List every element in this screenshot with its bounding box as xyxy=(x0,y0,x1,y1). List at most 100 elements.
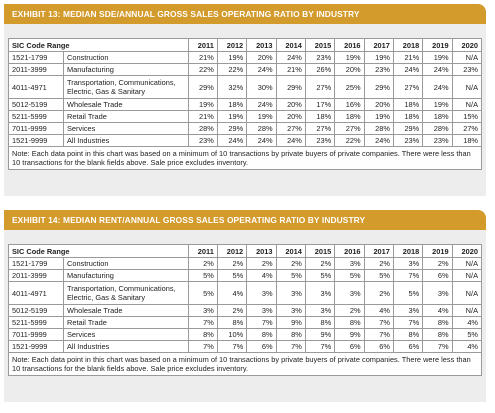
year-header: 2011 xyxy=(188,244,218,258)
year-header: 2012 xyxy=(216,38,248,52)
value-cell: 22% xyxy=(216,63,248,76)
value-cell: 32% xyxy=(216,75,248,99)
value-cell: 6% xyxy=(334,340,365,353)
value-cell: 2% xyxy=(334,304,365,317)
value-cell: 23% xyxy=(422,134,453,147)
sic-code-cell: 7011-9999 xyxy=(8,122,64,135)
value-cell: 24% xyxy=(392,63,424,76)
value-cell: 3% xyxy=(392,257,424,270)
year-header: 2014 xyxy=(275,244,306,258)
table-note: Note: Each data point in this chart was … xyxy=(8,352,482,376)
industry-cell: Manufacturing xyxy=(63,269,189,282)
table-row: 5211-5999 Retail Trade 21% 19% 19% 20% 18% 18% 1… xyxy=(8,110,483,123)
value-cell: 3% xyxy=(275,281,306,305)
value-cell: 6% xyxy=(422,269,453,282)
value-cell: 3% xyxy=(246,281,277,305)
value-cell: 23% xyxy=(304,134,336,147)
value-cell: 18% xyxy=(422,110,453,123)
value-cell: 5% xyxy=(304,269,336,282)
value-cell: 20% xyxy=(246,51,277,64)
sic-code-cell: 5012-5199 xyxy=(8,98,64,111)
year-header: 2017 xyxy=(363,244,394,258)
value-cell: 23% xyxy=(451,63,483,76)
value-cell: 15% xyxy=(451,110,483,123)
value-cell: N/A xyxy=(451,281,483,305)
value-cell: 7% xyxy=(422,340,453,353)
value-cell: 3% xyxy=(275,304,306,317)
value-cell: 19% xyxy=(422,51,453,64)
sic-code-cell: 1521-9999 xyxy=(8,340,64,353)
year-header: 2014 xyxy=(275,38,306,52)
industry-cell: All Industries xyxy=(63,134,189,147)
value-cell: 24% xyxy=(422,63,453,76)
year-header: 2019 xyxy=(422,244,453,258)
value-cell: 3% xyxy=(392,304,424,317)
value-cell: 30% xyxy=(246,75,277,99)
year-header: 2011 xyxy=(188,38,218,52)
sic-code-cell: 2011-3999 xyxy=(8,63,64,76)
value-cell: 27% xyxy=(304,122,336,135)
table-row: 5012-5199 Wholesale Trade 19% 18% 24% 20% 17% 1… xyxy=(8,98,483,111)
table-row: 1521-9999 All Industries 23% 24% 24% 24% 23% 22… xyxy=(8,134,483,147)
value-cell: 18% xyxy=(451,134,483,147)
value-cell: 21% xyxy=(188,51,218,64)
value-cell: 8% xyxy=(246,328,277,341)
value-cell: 23% xyxy=(188,134,218,147)
value-cell: 24% xyxy=(216,134,248,147)
value-cell: 22% xyxy=(188,63,218,76)
value-cell: 28% xyxy=(246,122,277,135)
value-cell: 24% xyxy=(246,98,277,111)
value-cell: 7% xyxy=(392,269,424,282)
value-cell: 9% xyxy=(334,328,365,341)
value-cell: 19% xyxy=(422,98,453,111)
exhibit-14: EXHIBIT 14: MEDIAN RENT/ANNUAL GROSS SAL… xyxy=(4,210,486,402)
sic-code-range-header: SIC Code Range xyxy=(8,38,189,52)
value-cell: 5% xyxy=(216,269,248,282)
value-cell: 24% xyxy=(363,134,394,147)
year-header: 2019 xyxy=(422,38,453,52)
table-row: 7011-9999 Services 28% 29% 28% 27% 27% 27% 28% 29… xyxy=(8,122,483,135)
table-row: 5012-5199 Wholesale Trade 3% 2% 3% 3% 3% 2% 4% 3%… xyxy=(8,304,483,317)
value-cell: 4% xyxy=(422,304,453,317)
value-cell: 2% xyxy=(363,257,394,270)
value-cell: 2% xyxy=(275,257,306,270)
value-cell: 4% xyxy=(451,316,483,329)
value-cell: 7% xyxy=(188,316,218,329)
industry-cell: Wholesale Trade xyxy=(63,98,189,111)
year-header: 2012 xyxy=(216,244,248,258)
table-row: 1521-1799 Construction 2% 2% 2% 2% 2% 3% 2% 3% 2% N… xyxy=(8,257,483,270)
value-cell: 24% xyxy=(275,51,306,64)
industry-cell: Transportation, Communications, Electric… xyxy=(63,75,189,99)
value-cell: 27% xyxy=(334,122,365,135)
value-cell: 2% xyxy=(304,257,336,270)
value-cell: 5% xyxy=(188,281,218,305)
header-row: SIC Code Range 2011 2012 2013 2014 2015 … xyxy=(8,244,483,258)
value-cell: 18% xyxy=(216,98,248,111)
sic-code-cell: 1521-1799 xyxy=(8,257,64,270)
industry-cell: Wholesale Trade xyxy=(63,304,189,317)
value-cell: 17% xyxy=(304,98,336,111)
sic-code-cell: 1521-1799 xyxy=(8,51,64,64)
value-cell: 7% xyxy=(216,340,248,353)
value-cell: 6% xyxy=(363,340,394,353)
value-cell: 4% xyxy=(216,281,248,305)
value-cell: 25% xyxy=(334,75,365,99)
sic-code-cell: 1521-9999 xyxy=(8,134,64,147)
value-cell: 19% xyxy=(246,110,277,123)
value-cell: 8% xyxy=(216,316,248,329)
industry-cell: Construction xyxy=(63,51,189,64)
exhibit-panel: SIC Code Range 2011 2012 2013 2014 2015 … xyxy=(4,230,486,402)
value-cell: 2% xyxy=(363,281,394,305)
value-cell: N/A xyxy=(451,51,483,64)
sic-code-cell: 7011-9999 xyxy=(8,328,64,341)
value-cell: 2% xyxy=(246,257,277,270)
value-cell: 19% xyxy=(363,110,394,123)
year-header: 2020 xyxy=(451,38,483,52)
value-cell: N/A xyxy=(451,304,483,317)
value-cell: 8% xyxy=(275,328,306,341)
value-cell: 20% xyxy=(334,63,365,76)
value-cell: 29% xyxy=(216,122,248,135)
exhibit-title: EXHIBIT 13: MEDIAN SDE/ANNUAL GROSS SALE… xyxy=(4,4,486,24)
value-cell: 24% xyxy=(275,134,306,147)
year-header: 2016 xyxy=(334,244,365,258)
